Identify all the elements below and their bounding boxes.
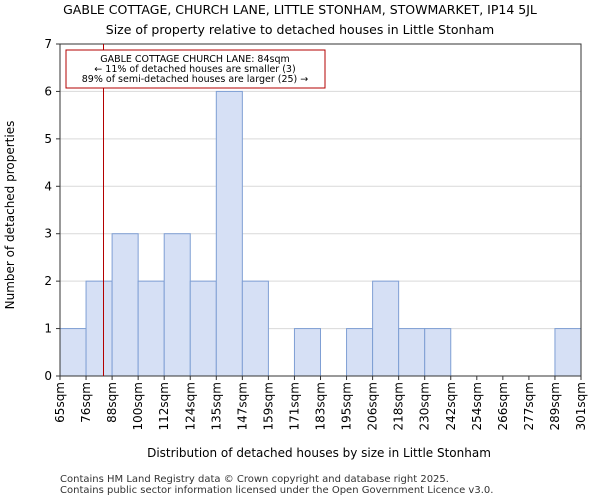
annotation-line-3: 89% of semi-detached houses are larger (… [82, 74, 309, 85]
x-tick-label: 76sqm [79, 382, 93, 423]
x-tick-label: 88sqm [105, 382, 119, 423]
bars [59, 90, 582, 377]
x-axis-label: Distribution of detached houses by size … [147, 446, 491, 460]
x-tick-label: 277sqm [522, 382, 536, 430]
x-tick-labels: 65sqm 76sqm 88sqm 100sqm 112sqm 124sqm 135sqm 1… [53, 376, 588, 430]
y-axis-label: Number of detached properties [3, 121, 17, 310]
bar-171sqm [293, 328, 322, 377]
x-tick-label: 266sqm [496, 382, 510, 430]
bar-289sqm [554, 328, 582, 377]
bar-76sqm [85, 280, 113, 377]
x-tick-label: 195sqm [340, 382, 354, 430]
x-tick-label: 242sqm [444, 382, 458, 430]
bar-218sqm [398, 328, 426, 377]
annotation-line-1: GABLE COTTAGE CHURCH LANE: 84sqm [100, 54, 290, 65]
bar-88sqm [111, 233, 139, 377]
y-tick-label: 5 [44, 132, 52, 146]
x-tick-label: 218sqm [392, 382, 406, 430]
x-tick-label: 147sqm [235, 382, 249, 430]
x-tick-label: 230sqm [418, 382, 432, 430]
footer-line-1: Contains HM Land Registry data © Crown c… [60, 474, 449, 485]
x-tick-label: 301sqm [574, 382, 588, 430]
annotation-box: GABLE COTTAGE CHURCH LANE: 84sqm ← 11% o… [65, 49, 326, 89]
bar-135sqm [215, 90, 243, 377]
y-tick-label: 0 [44, 369, 52, 383]
x-tick-label: 183sqm [314, 382, 328, 430]
x-tick-label: 65sqm [53, 382, 67, 423]
x-tick-label: 206sqm [366, 382, 380, 430]
x-tick-label: 112sqm [157, 382, 171, 430]
x-tick-label: 254sqm [470, 382, 484, 430]
footer: Contains HM Land Registry data © Crown c… [60, 474, 493, 496]
y-tick-label: 7 [44, 37, 52, 51]
bar-124sqm [189, 280, 217, 377]
bar-147sqm [241, 280, 269, 377]
bar-112sqm [163, 233, 191, 377]
y-tick-label: 2 [44, 274, 52, 288]
x-tick-label: 159sqm [261, 382, 275, 430]
bar-230sqm [424, 328, 452, 377]
x-tick-label: 171sqm [287, 382, 301, 430]
y-tick-label: 1 [44, 322, 52, 336]
chart-subtitle: Size of property relative to detached ho… [106, 22, 494, 37]
annotation-line-2: ← 11% of detached houses are smaller (3) [94, 64, 295, 75]
bar-206sqm [372, 280, 400, 377]
y-tick-labels: 0 1 2 3 4 5 6 7 [44, 37, 60, 383]
x-tick-label: 124sqm [183, 382, 197, 430]
chart-title: GABLE COTTAGE, CHURCH LANE, LITTLE STONH… [63, 2, 537, 17]
bar-195sqm [346, 328, 374, 377]
annotation-frame [65, 49, 326, 89]
y-tick-label: 3 [44, 227, 52, 241]
bar-100sqm [137, 280, 165, 377]
x-tick-label: 100sqm [131, 382, 145, 430]
y-tick-label: 4 [44, 179, 52, 193]
x-tick-label: 135sqm [209, 382, 223, 430]
footer-line-2: Contains public sector information licen… [60, 485, 494, 496]
y-tick-label: 6 [44, 84, 52, 98]
bar-65sqm [59, 328, 87, 377]
x-tick-label: 289sqm [548, 382, 562, 430]
